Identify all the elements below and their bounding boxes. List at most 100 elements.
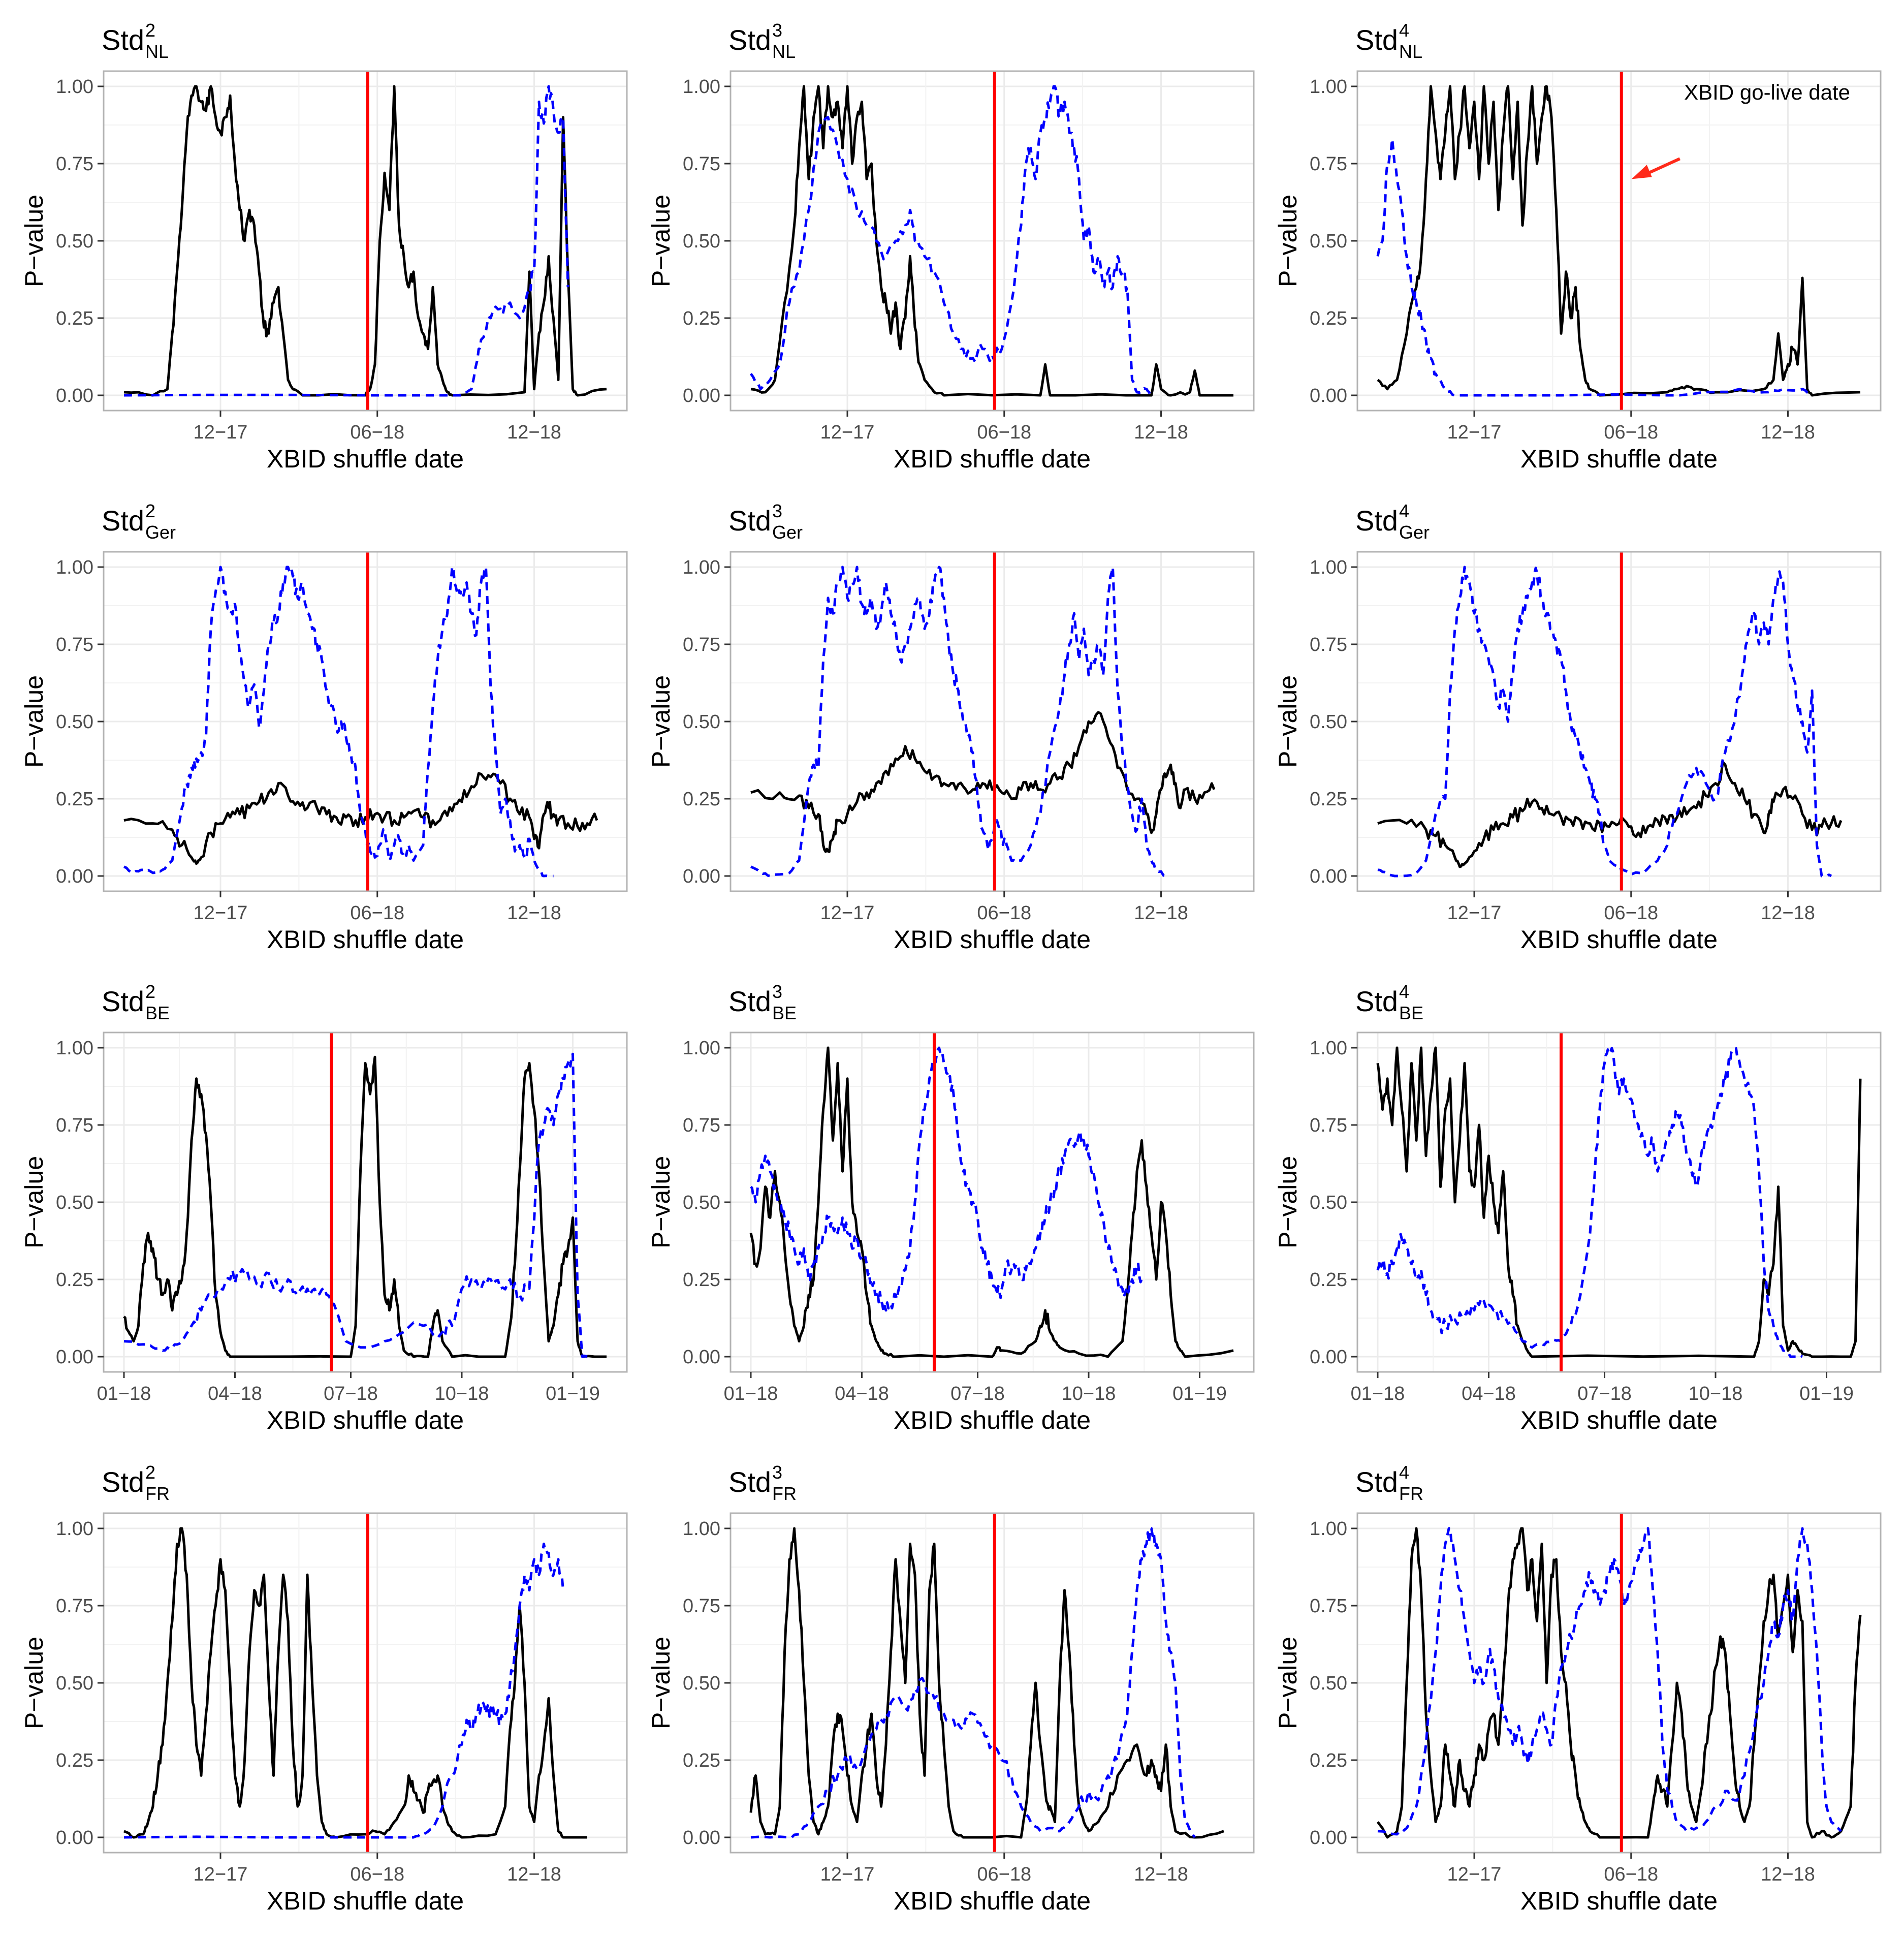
x-tick-label: 06−18 (977, 1864, 1031, 1885)
panel-title: Std (728, 24, 771, 56)
y-tick-label: 0.50 (1310, 711, 1347, 733)
series-dashed-line (1376, 137, 1813, 397)
panel-title-superscript: 4 (1399, 981, 1409, 1002)
x-axis-title: XBID shuffle date (894, 1406, 1091, 1434)
y-tick-label: 0.25 (56, 1750, 93, 1771)
y-tick-label: 0.50 (56, 1192, 93, 1213)
y-tick-label: 0.00 (56, 1347, 93, 1368)
panel-title: Std (728, 985, 771, 1017)
series-solid-line (123, 1527, 587, 1839)
panel-title-subscript: Ger (1399, 522, 1430, 543)
chart-panel: 0.00 0.25 0.50 0.75 1.00 12−17 06−18 12−18 XBID … (1274, 1462, 1882, 1915)
panel-title-subscript: FR (145, 1483, 170, 1504)
y-tick-label: 0.25 (683, 1269, 720, 1291)
y-tick-label: 1.00 (683, 1518, 720, 1540)
panel-title: Std (102, 505, 144, 537)
x-tick-label: 12−17 (820, 1864, 875, 1885)
x-axis-title: XBID shuffle date (267, 1887, 464, 1915)
y-axis-title: P−value (20, 1156, 48, 1248)
series-solid-line (123, 772, 598, 865)
x-tick-label: 12−17 (194, 422, 248, 443)
y-tick-label: 1.00 (56, 76, 93, 98)
y-axis-title: P−value (647, 675, 675, 768)
panel-title-subscript: NL (1399, 41, 1422, 62)
y-tick-label: 0.75 (683, 153, 720, 175)
series-solid-line (1377, 85, 1861, 397)
x-axis-title: XBID shuffle date (894, 1887, 1091, 1915)
series-dashed-line (123, 1052, 588, 1358)
y-tick-label: 1.00 (56, 557, 93, 578)
x-tick-label: 12−17 (1447, 1864, 1502, 1885)
series-solid-line (750, 85, 1233, 397)
series-solid-line (1376, 1046, 1862, 1358)
x-tick-label: 12−17 (194, 902, 248, 924)
x-tick-label: 06−18 (350, 422, 404, 443)
panel-title-subscript: Ger (772, 522, 803, 543)
x-tick-label: 07−18 (1577, 1383, 1632, 1404)
y-axis-title: P−value (1274, 195, 1302, 287)
series-solid-line (1377, 760, 1843, 868)
x-tick-label: 12−17 (194, 1864, 248, 1885)
y-tick-label: 0.75 (1310, 153, 1347, 175)
y-tick-label: 0.25 (56, 1269, 93, 1291)
panel-title-superscript: 2 (145, 20, 155, 41)
panel-title-superscript: 3 (772, 500, 782, 521)
panel-title: Std (1355, 1466, 1398, 1498)
x-tick-label: 06−18 (977, 902, 1031, 924)
x-tick-label: 01−19 (1799, 1383, 1854, 1404)
panel-title-subscript: BE (145, 1003, 170, 1023)
y-axis-title: P−value (20, 675, 48, 768)
panel-title-superscript: 4 (1399, 1462, 1409, 1483)
x-tick-label: 06−18 (350, 902, 404, 924)
x-axis-title: XBID shuffle date (1520, 925, 1718, 954)
y-tick-label: 0.25 (1310, 308, 1347, 329)
series-dashed-line (123, 566, 554, 878)
panel-title-subscript: BE (1399, 1003, 1423, 1023)
x-tick-label: 10−18 (1689, 1383, 1743, 1404)
panel-title-superscript: 3 (772, 981, 782, 1002)
y-tick-label: 0.75 (56, 153, 93, 175)
y-tick-label: 1.00 (683, 557, 720, 578)
x-axis-title: XBID shuffle date (267, 445, 464, 473)
x-tick-label: 12−17 (820, 422, 875, 443)
x-tick-label: 01−19 (546, 1383, 600, 1404)
x-axis-title: XBID shuffle date (267, 1406, 464, 1434)
panel-title-subscript: NL (145, 41, 169, 62)
y-axis-title: P−value (647, 1637, 675, 1729)
y-tick-label: 0.25 (683, 308, 720, 329)
y-tick-label: 0.00 (1310, 1347, 1347, 1368)
series-solid-line (749, 1046, 1234, 1358)
x-axis-title: XBID shuffle date (1520, 1887, 1718, 1915)
x-tick-label: 12−18 (507, 422, 561, 443)
x-tick-label: 12−18 (1134, 422, 1188, 443)
annotation-arrow-head (1631, 165, 1652, 179)
y-tick-label: 1.00 (1310, 1038, 1347, 1059)
y-tick-label: 0.00 (56, 866, 93, 887)
x-tick-label: 12−18 (507, 1864, 561, 1885)
series-solid-line (1377, 1527, 1862, 1839)
panel-title-superscript: 4 (1399, 500, 1409, 521)
panel-title: Std (1355, 985, 1398, 1017)
x-axis-title: XBID shuffle date (1520, 1406, 1718, 1434)
y-tick-label: 1.00 (56, 1518, 93, 1540)
series-dashed-line (1376, 1046, 1803, 1358)
panel-title: Std (102, 985, 144, 1017)
chart-panel: 0.00 0.25 0.50 0.75 1.00 12−17 06−18 12−18 XBID … (20, 500, 628, 954)
y-tick-label: 0.00 (56, 385, 93, 406)
chart-panel: 0.00 0.25 0.50 0.75 1.00 01−18 04−18 07−18 10−18… (1274, 981, 1882, 1434)
y-tick-label: 1.00 (1310, 557, 1347, 578)
panel-title-subscript: FR (772, 1483, 797, 1504)
x-tick-label: 01−18 (724, 1383, 778, 1404)
x-tick-label: 12−17 (1447, 422, 1502, 443)
panel-title-subscript: NL (772, 41, 796, 62)
y-tick-label: 0.50 (1310, 1192, 1347, 1213)
y-tick-label: 0.75 (683, 634, 720, 655)
y-axis-title: P−value (647, 195, 675, 287)
series-dashed-line (750, 1527, 1196, 1839)
series-dashed-line (749, 85, 1152, 397)
x-tick-label: 12−18 (1134, 902, 1188, 924)
panel-title: Std (1355, 24, 1398, 56)
y-tick-label: 0.25 (1310, 789, 1347, 810)
y-axis-title: P−value (1274, 1156, 1302, 1248)
